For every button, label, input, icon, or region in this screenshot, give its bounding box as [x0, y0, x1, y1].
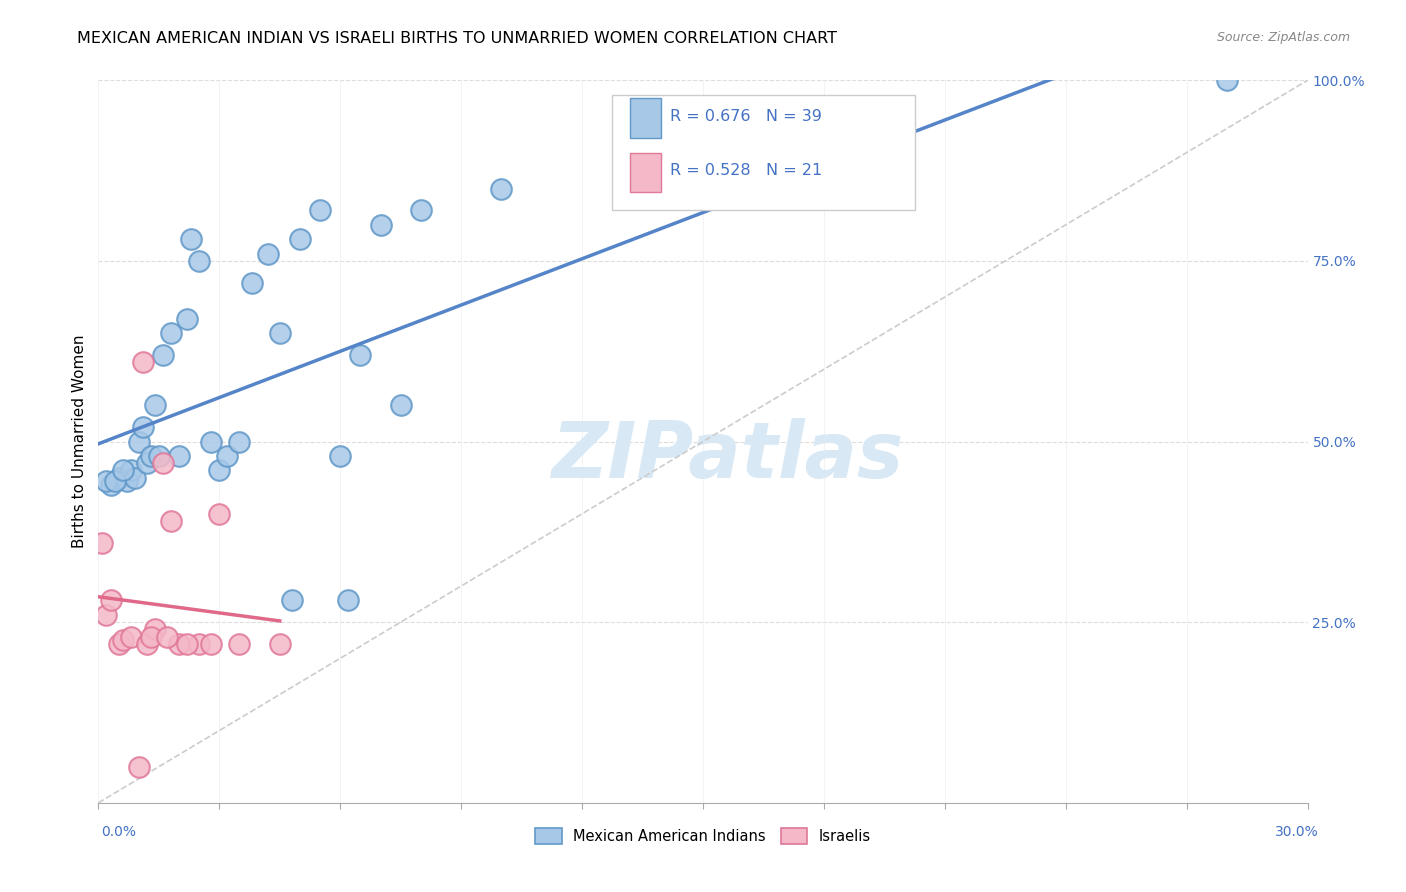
- Point: [132, 355, 155, 369]
- Point: [491, 182, 513, 196]
- Point: [651, 182, 673, 196]
- Point: [176, 311, 198, 326]
- Point: [156, 630, 179, 644]
- Point: [124, 471, 146, 485]
- Point: [152, 456, 174, 470]
- Point: [111, 633, 134, 648]
- Point: [135, 637, 157, 651]
- Point: [349, 348, 371, 362]
- Point: [269, 326, 291, 341]
- Point: [120, 630, 142, 644]
- Text: R = 0.528   N = 21: R = 0.528 N = 21: [671, 163, 823, 178]
- Point: [128, 434, 150, 449]
- Point: [167, 637, 190, 651]
- Point: [111, 463, 134, 477]
- Text: ZIPatlas: ZIPatlas: [551, 418, 903, 494]
- Text: Source: ZipAtlas.com: Source: ZipAtlas.com: [1216, 31, 1350, 45]
- Point: [208, 507, 231, 521]
- Point: [370, 218, 392, 232]
- Text: 0.0%: 0.0%: [101, 825, 136, 839]
- Point: [188, 637, 211, 651]
- Point: [139, 449, 162, 463]
- Point: [148, 449, 170, 463]
- Point: [188, 253, 211, 268]
- Point: [409, 203, 432, 218]
- Point: [128, 760, 150, 774]
- FancyBboxPatch shape: [630, 98, 661, 138]
- Point: [160, 514, 183, 528]
- Point: [115, 475, 138, 489]
- Point: [120, 463, 142, 477]
- Point: [269, 637, 291, 651]
- Point: [281, 593, 304, 607]
- Y-axis label: Births to Unmarried Women: Births to Unmarried Women: [72, 334, 87, 549]
- Point: [100, 593, 122, 607]
- Point: [180, 232, 202, 246]
- Point: [228, 434, 250, 449]
- Point: [139, 630, 162, 644]
- Point: [228, 637, 250, 651]
- Point: [200, 434, 222, 449]
- Point: [96, 475, 118, 489]
- Point: [167, 449, 190, 463]
- Point: [152, 348, 174, 362]
- Point: [107, 637, 129, 651]
- Legend: Mexican American Indians, Israelis: Mexican American Indians, Israelis: [530, 822, 876, 850]
- Text: R = 0.676   N = 39: R = 0.676 N = 39: [671, 109, 823, 124]
- Point: [107, 471, 129, 485]
- Point: [217, 449, 239, 463]
- Point: [389, 398, 412, 412]
- Point: [256, 246, 278, 260]
- Point: [309, 203, 332, 218]
- Text: 30.0%: 30.0%: [1275, 825, 1319, 839]
- Point: [240, 276, 263, 290]
- Point: [208, 463, 231, 477]
- Point: [329, 449, 352, 463]
- Point: [160, 326, 183, 341]
- Point: [100, 478, 122, 492]
- Point: [1216, 73, 1239, 87]
- Point: [337, 593, 360, 607]
- Point: [176, 637, 198, 651]
- Point: [132, 420, 155, 434]
- Point: [288, 232, 311, 246]
- Point: [143, 398, 166, 412]
- Point: [96, 607, 118, 622]
- Point: [200, 637, 222, 651]
- Point: [135, 456, 157, 470]
- FancyBboxPatch shape: [630, 153, 661, 193]
- Point: [103, 475, 125, 489]
- FancyBboxPatch shape: [613, 95, 915, 211]
- Text: MEXICAN AMERICAN INDIAN VS ISRAELI BIRTHS TO UNMARRIED WOMEN CORRELATION CHART: MEXICAN AMERICAN INDIAN VS ISRAELI BIRTH…: [77, 31, 838, 46]
- Point: [91, 535, 114, 549]
- Point: [143, 623, 166, 637]
